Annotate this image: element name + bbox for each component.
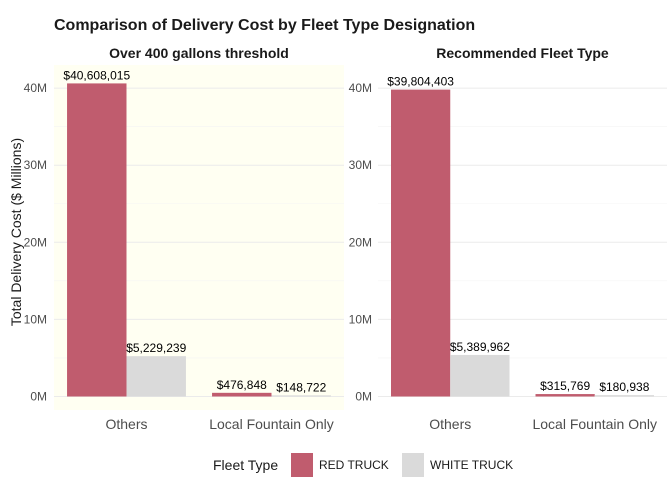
bar [271,395,331,397]
y-tick-label: 0M [355,390,372,404]
data-label: $148,722 [276,380,326,394]
x-tick-label: Local Fountain Only [209,416,334,432]
x-tick-label: Others [105,416,147,432]
y-tick-label: 20M [349,235,372,249]
bar [126,356,186,397]
bar [535,394,595,397]
facet-title: Recommended Fleet Type [436,45,609,61]
data-label: $476,848 [217,378,267,392]
data-label: $180,938 [599,380,649,394]
data-label: $5,389,962 [450,340,510,354]
legend-title: Fleet Type [213,457,278,473]
chart-title: Comparison of Delivery Cost by Fleet Typ… [54,17,475,34]
facet-panel: Over 400 gallons threshold 0M 10M 20M 30M 40M… [24,45,344,432]
y-axis-label: Total Delivery Cost ($ Millions) [8,138,24,326]
bar [450,354,510,397]
y-tick-label: 40M [349,81,372,95]
legend-swatch [291,453,313,477]
y-tick-label: 30M [349,158,372,172]
bar [67,83,127,397]
data-label: $315,769 [540,379,590,393]
data-label: $40,608,015 [63,68,130,82]
y-tick-label: 10M [349,312,372,326]
legend-swatch [402,453,424,477]
y-tick-label: 10M [24,312,47,326]
y-tick-label: 30M [24,158,47,172]
y-tick-label: 40M [24,81,47,95]
bar [391,89,451,397]
facet-panel: Recommended Fleet Type 0M 10M 20M 30M 40M $39,… [349,45,667,432]
legend-entry: RED TRUCK [291,453,389,477]
y-tick-label: 20M [24,235,47,249]
bar [594,395,654,397]
facets: Over 400 gallons threshold 0M 10M 20M 30M 40M… [24,45,667,432]
legend: Fleet Type RED TRUCK WHITE TRUCK [213,453,513,477]
legend-entry: WHITE TRUCK [402,453,513,477]
facet-title: Over 400 gallons threshold [109,45,289,61]
data-label: $39,804,403 [387,75,454,89]
x-tick-label: Others [429,416,471,432]
data-label: $5,229,239 [126,341,186,355]
bar [212,392,272,397]
legend-label: RED TRUCK [319,458,389,472]
y-tick-label: 0M [30,390,47,404]
x-tick-label: Local Fountain Only [532,416,657,432]
legend-label: WHITE TRUCK [430,458,513,472]
